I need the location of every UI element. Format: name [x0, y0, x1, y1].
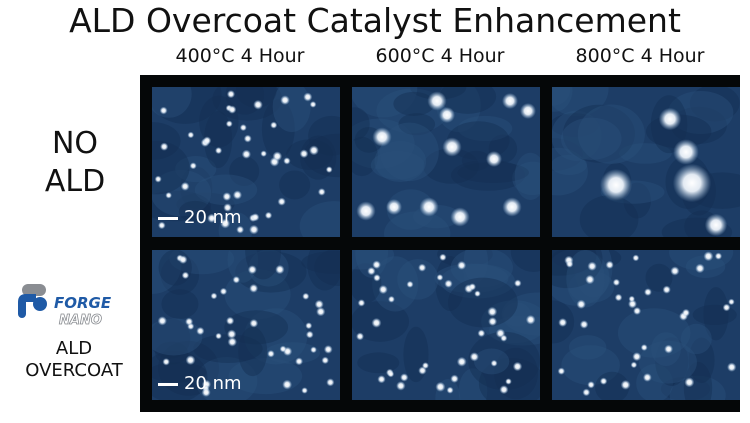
- column-label-400c: 400°C 4 Hour: [175, 45, 305, 67]
- scale-bar-bottom: 20 nm: [158, 374, 242, 394]
- micrograph-panel: [552, 250, 740, 400]
- row-label-line: NO: [51, 126, 99, 161]
- column-label-800c: 800°C 4 Hour: [575, 45, 705, 67]
- micrograph-panel: [352, 87, 540, 237]
- forge-nano-logo: FORGE NANO: [18, 284, 112, 328]
- column-label-600c: 600°C 4 Hour: [375, 45, 505, 67]
- scale-bar-label: 20 nm: [184, 207, 242, 228]
- micrograph-panel: [352, 250, 540, 400]
- scale-bar-top: 20 nm: [158, 208, 242, 228]
- row-label-line: ALD: [44, 164, 106, 199]
- row-label-line: OVERCOAT: [25, 360, 123, 381]
- scale-bar-line: [158, 216, 178, 220]
- micrograph-panel: [552, 87, 740, 237]
- figure-title: ALD Overcoat Catalyst Enhancement: [69, 1, 681, 40]
- micrograph-panel: [152, 87, 340, 237]
- scale-bar-label: 20 nm: [184, 373, 242, 394]
- logo-mark-icon: [18, 284, 47, 318]
- logo-forge-text: FORGE: [54, 294, 112, 312]
- row-label-ald-overcoat: ALD OVERCOAT: [8, 338, 140, 382]
- micrograph-panel: [152, 250, 340, 400]
- row-label-no-ald: NO ALD: [20, 125, 130, 201]
- scale-bar-line: [158, 382, 178, 386]
- logo-nano-text: NANO: [59, 313, 102, 328]
- row-label-line: ALD: [55, 338, 93, 359]
- micrograph-grid: [140, 75, 740, 412]
